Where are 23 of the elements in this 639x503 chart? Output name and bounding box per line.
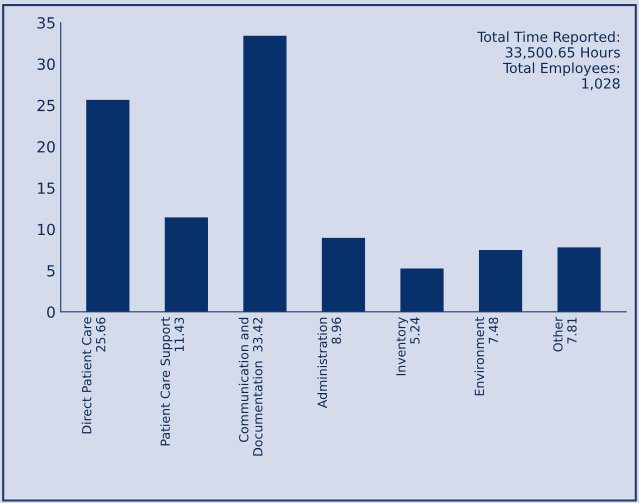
bar — [322, 238, 366, 312]
x-tick-label: Communication and Documentation 33.42 — [238, 318, 262, 456]
y-tick-label: 10 — [38, 224, 55, 236]
bar — [86, 100, 130, 312]
x-tick-label: Patient Care Support 11.43 — [160, 317, 184, 446]
y-tick-label: 0 — [47, 306, 55, 318]
annotation: Total Time Reported: 33,500.65 Hours Total Employees: 1,028 — [477, 31, 620, 90]
x-tick-label: Direct Patient Care 25.66 — [82, 317, 106, 434]
bar — [164, 217, 208, 312]
x-tick-label: Other 7.81 — [553, 316, 577, 352]
bar — [400, 268, 444, 312]
bar — [557, 247, 601, 312]
x-tick-label: Administration 8.96 — [317, 318, 342, 408]
x-tick-label: Environment 7.48 — [474, 317, 498, 396]
y-tick-label: 15 — [38, 182, 55, 194]
bar — [243, 36, 287, 312]
bar — [478, 250, 522, 312]
y-tick-label: 25 — [38, 100, 55, 112]
y-tick-label: 20 — [38, 141, 55, 153]
y-tick-label: 30 — [38, 58, 55, 70]
y-tick-label: 5 — [47, 265, 55, 277]
x-tick-label: Inventory 5.24 — [396, 317, 420, 376]
y-tick-label: 35 — [38, 17, 55, 29]
